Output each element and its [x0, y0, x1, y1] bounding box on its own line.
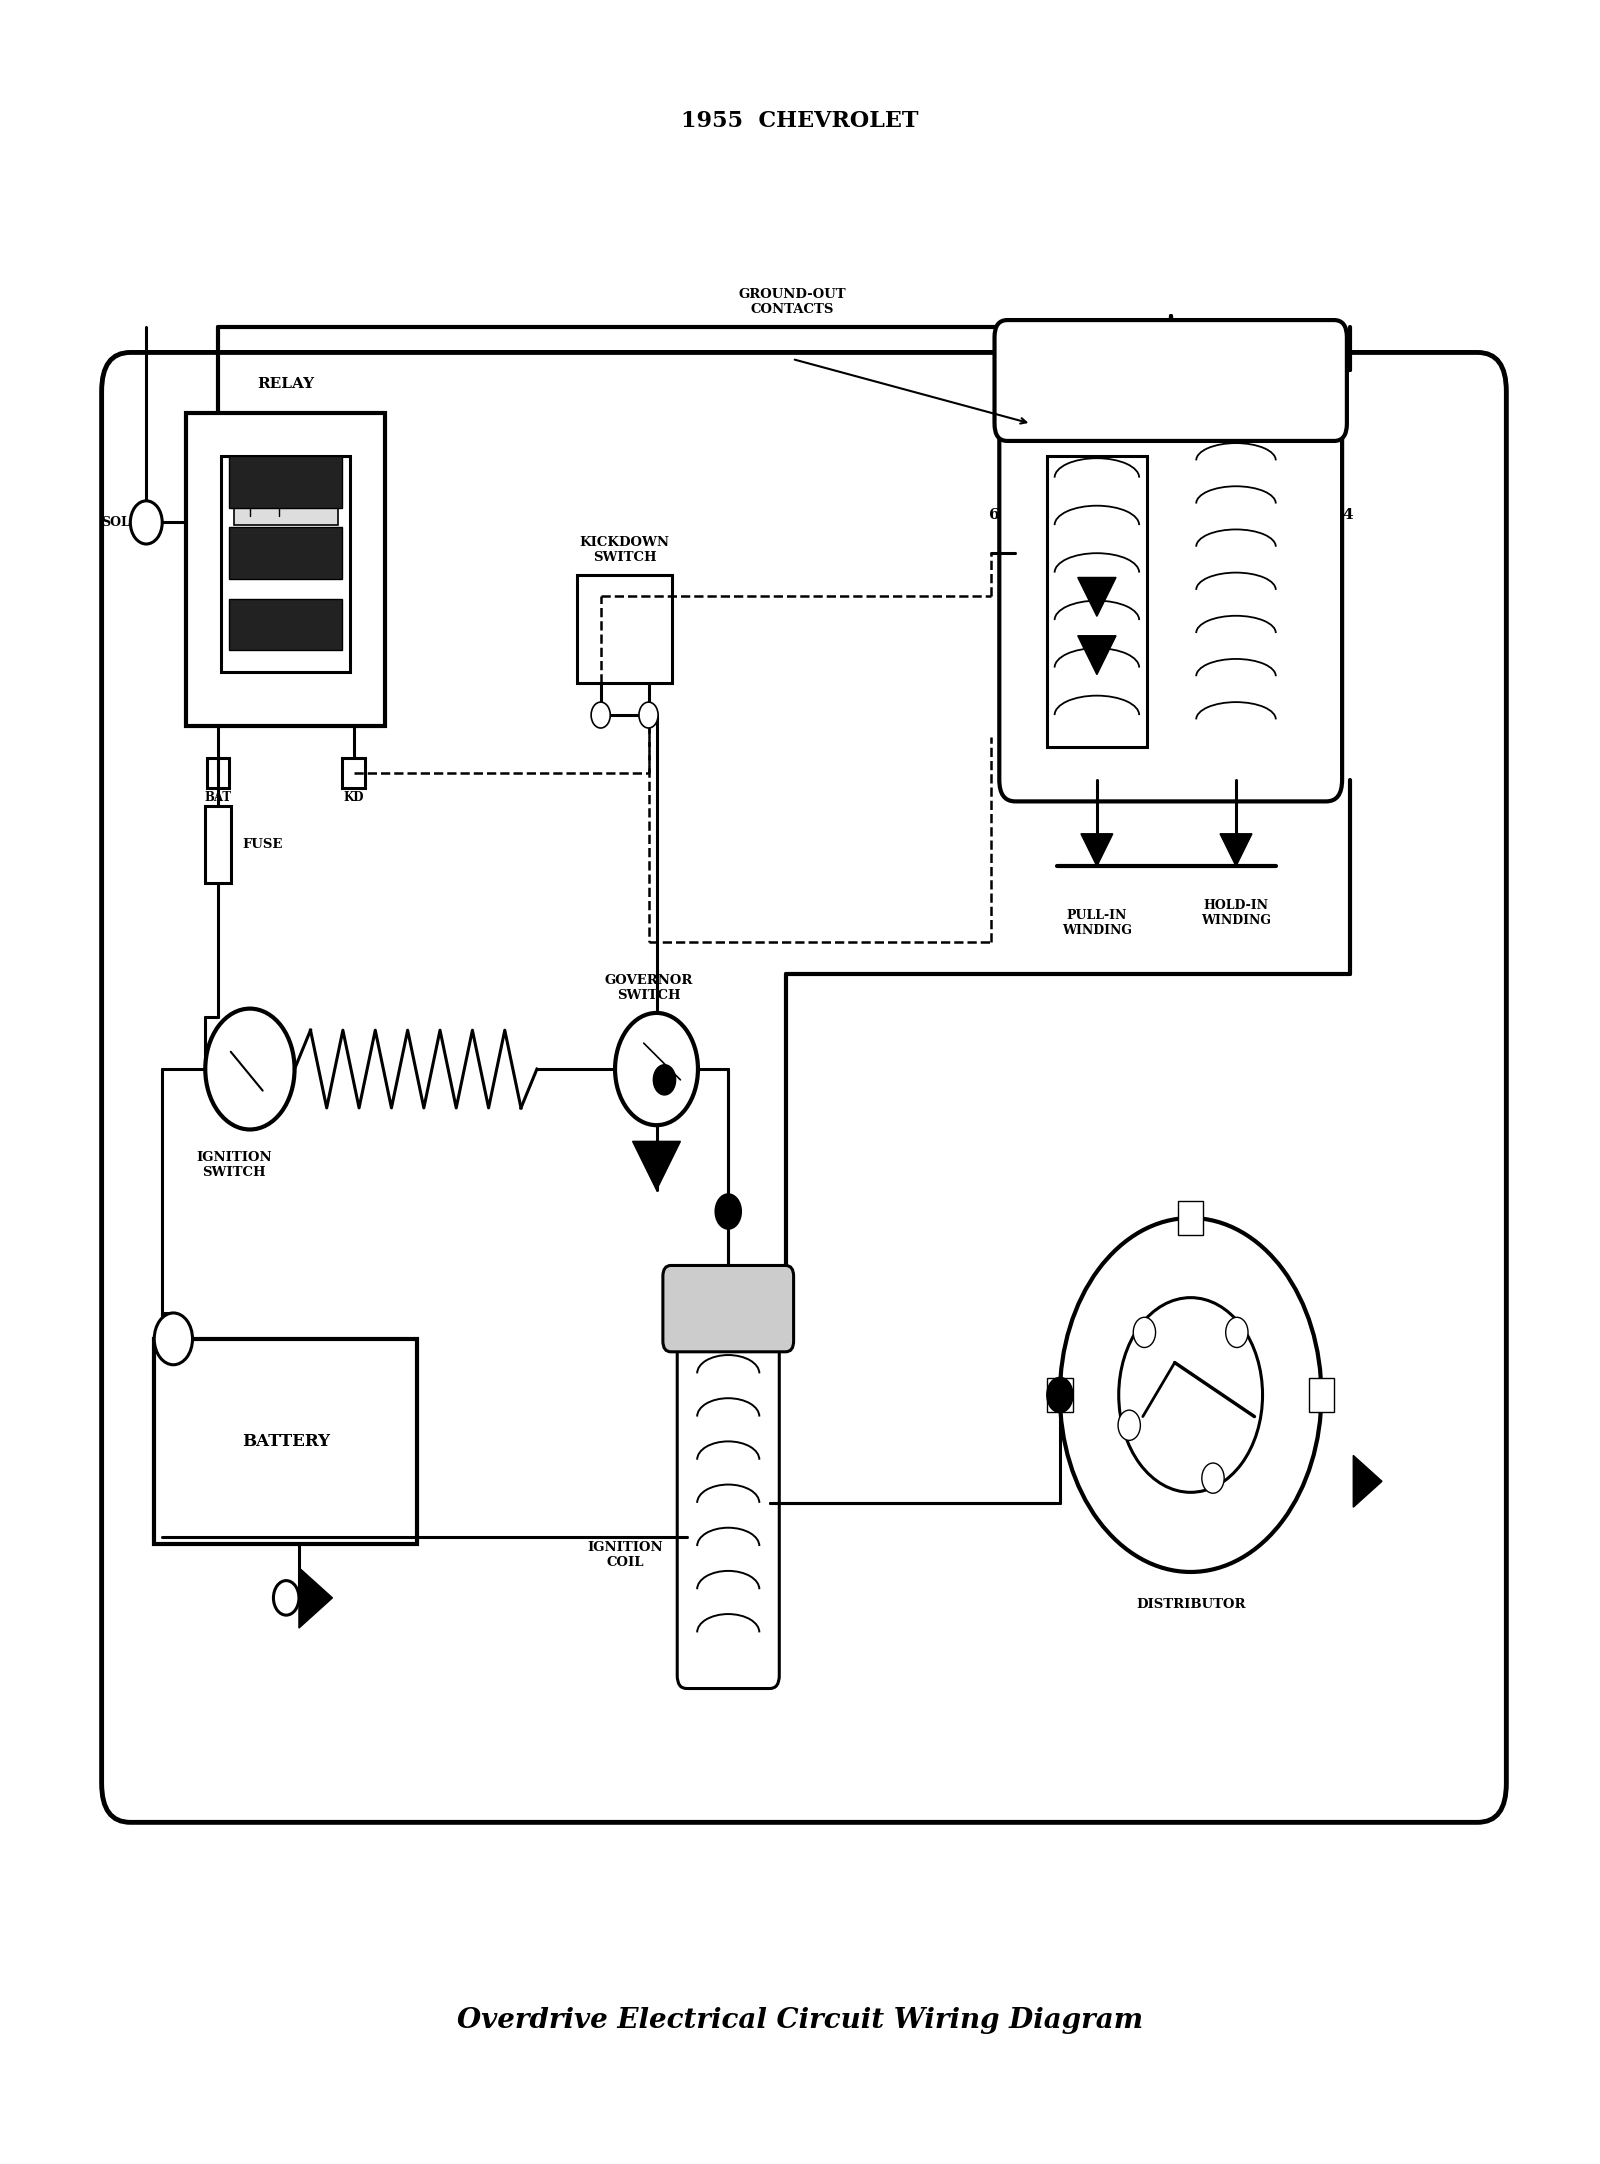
Text: Overdrive Electrical Circuit Wiring Diagram: Overdrive Electrical Circuit Wiring Diag… — [458, 2008, 1142, 2034]
Bar — [342, 757, 365, 788]
Text: BAT: BAT — [205, 790, 232, 803]
Bar — [229, 599, 342, 651]
Bar — [1178, 1201, 1203, 1236]
Circle shape — [1133, 1318, 1155, 1348]
Bar — [1046, 1378, 1072, 1413]
Bar — [206, 757, 229, 788]
Circle shape — [1226, 1318, 1248, 1348]
Polygon shape — [1082, 833, 1114, 866]
Text: HOLD-IN
WINDING: HOLD-IN WINDING — [1202, 898, 1270, 926]
Text: DISTRIBUTOR: DISTRIBUTOR — [1136, 1597, 1245, 1610]
Polygon shape — [1354, 1456, 1382, 1506]
Polygon shape — [632, 1140, 680, 1190]
Text: IGNITION
COIL: IGNITION COIL — [587, 1541, 662, 1569]
Text: RELAY: RELAY — [258, 377, 314, 392]
Text: GOVERNOR
SWITCH: GOVERNOR SWITCH — [605, 974, 693, 1002]
Text: KD: KD — [344, 790, 363, 803]
Circle shape — [715, 1195, 741, 1229]
Bar — [154, 1340, 418, 1543]
Circle shape — [638, 701, 658, 727]
Text: 6: 6 — [989, 509, 1000, 522]
Circle shape — [154, 1314, 192, 1365]
FancyBboxPatch shape — [1000, 381, 1342, 801]
Bar — [229, 457, 342, 509]
Circle shape — [1046, 1378, 1072, 1413]
Text: BATTERY: BATTERY — [242, 1433, 330, 1450]
Circle shape — [205, 1008, 294, 1130]
Text: KICKDOWN
SWITCH: KICKDOWN SWITCH — [579, 537, 670, 565]
Text: SOLENOID: SOLENOID — [1187, 366, 1282, 381]
Circle shape — [274, 1580, 299, 1614]
FancyBboxPatch shape — [102, 353, 1506, 1822]
Text: IGNITION
SWITCH: IGNITION SWITCH — [197, 1151, 272, 1179]
Bar — [221, 457, 350, 671]
Circle shape — [130, 500, 162, 543]
Text: PULL-IN
WINDING: PULL-IN WINDING — [1062, 909, 1131, 937]
FancyBboxPatch shape — [677, 1318, 779, 1688]
Text: GROUND-OUT
CONTACTS: GROUND-OUT CONTACTS — [738, 288, 846, 316]
Bar — [1309, 1378, 1334, 1413]
Bar — [229, 528, 342, 580]
Polygon shape — [299, 1567, 333, 1627]
Circle shape — [1118, 1298, 1262, 1493]
Circle shape — [653, 1065, 675, 1095]
Text: SOL: SOL — [101, 515, 130, 528]
Circle shape — [614, 1013, 698, 1125]
Circle shape — [1059, 1218, 1322, 1571]
Polygon shape — [1221, 833, 1251, 866]
Bar — [576, 576, 672, 682]
Bar — [186, 413, 386, 725]
Text: 4: 4 — [1342, 509, 1352, 522]
Text: FUSE: FUSE — [242, 837, 282, 850]
FancyBboxPatch shape — [662, 1266, 794, 1352]
Text: 1955  CHEVROLET: 1955 CHEVROLET — [682, 110, 918, 132]
Bar — [1046, 457, 1147, 747]
Polygon shape — [1078, 636, 1117, 675]
FancyBboxPatch shape — [995, 320, 1347, 441]
Bar — [234, 470, 338, 526]
Circle shape — [1118, 1411, 1141, 1441]
Polygon shape — [1078, 578, 1117, 617]
Circle shape — [590, 701, 610, 727]
Bar — [205, 805, 230, 883]
Circle shape — [1202, 1463, 1224, 1493]
